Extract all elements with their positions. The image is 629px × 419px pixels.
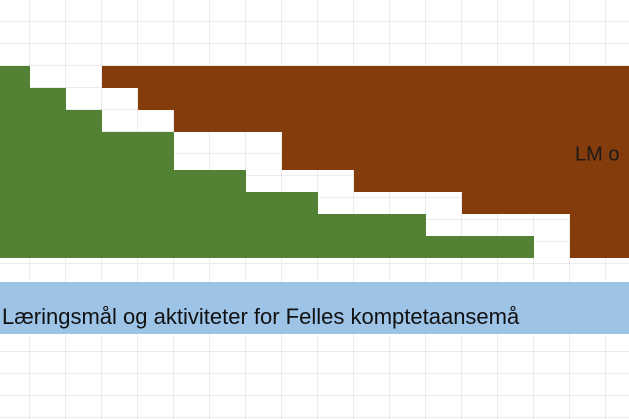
banner (0, 282, 629, 334)
green-block (0, 66, 534, 258)
brown-label: LM o (575, 143, 619, 165)
brown-block (102, 66, 629, 258)
banner-text: Læringsmål og aktiviteter for Felles kom… (2, 304, 520, 329)
